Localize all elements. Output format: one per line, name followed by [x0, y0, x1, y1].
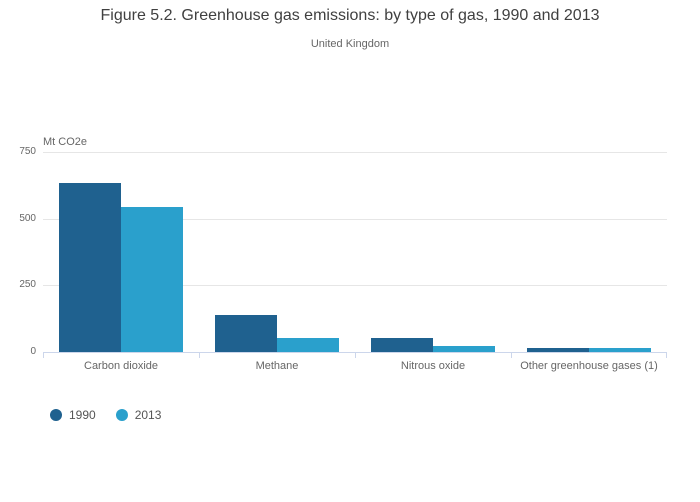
x-axis-tick: [355, 352, 356, 358]
bar-2013-methane[interactable]: [277, 337, 339, 352]
x-axis-tick: [511, 352, 512, 358]
bar-1990-other-greenhouse-gases-1[interactable]: [527, 347, 589, 352]
bar-1990-carbon-dioxide[interactable]: [59, 182, 121, 352]
category-label-other-greenhouse-gases-1: Other greenhouse gases (1): [520, 360, 658, 372]
y-tick-label-250: 250: [19, 279, 36, 291]
gridline-500: [43, 218, 667, 220]
legend-label-2013: 2013: [134, 408, 162, 422]
plot-area: Carbon dioxide Methane Nitrous oxide Other …: [43, 152, 667, 372]
chart-title: Figure 5.2. Greenhouse gas emissions: by…: [100, 7, 600, 24]
legend: 1990 2013: [50, 408, 161, 422]
bar-2013-carbon-dioxide[interactable]: [121, 207, 183, 352]
category-label-nitrous-oxide: Nitrous oxide: [400, 360, 466, 372]
gridline-750: [43, 152, 667, 153]
x-axis-tick: [199, 352, 200, 358]
y-tick-label-750: 750: [19, 146, 36, 157]
category-label-methane: Methane: [255, 360, 299, 372]
bar-2013-nitrous-oxide[interactable]: [433, 346, 495, 352]
chart-subtitle: United Kingdom: [310, 38, 390, 50]
legend-label-1990: 1990: [69, 408, 96, 422]
x-axis-tick: [43, 352, 44, 358]
legend-item-1990[interactable]: 1990: [50, 408, 96, 422]
bar-1990-methane[interactable]: [215, 315, 277, 352]
y-tick-label-0: 0: [30, 346, 36, 357]
x-axis-tick: [666, 352, 667, 358]
y-axis-unit-label: Mt CO2e: [43, 136, 88, 148]
legend-item-2013[interactable]: 2013: [115, 408, 162, 422]
gridline-250: [43, 285, 667, 287]
bar-2013-other-greenhouse-gases-1[interactable]: [589, 347, 651, 352]
bar-1990-nitrous-oxide[interactable]: [371, 338, 433, 352]
category-label-carbon-dioxide: Carbon dioxide: [84, 360, 158, 372]
legend-swatch-2013-icon: [115, 409, 128, 421]
y-tick-label-500: 500: [19, 212, 36, 224]
legend-swatch-1990-icon: [50, 409, 62, 421]
